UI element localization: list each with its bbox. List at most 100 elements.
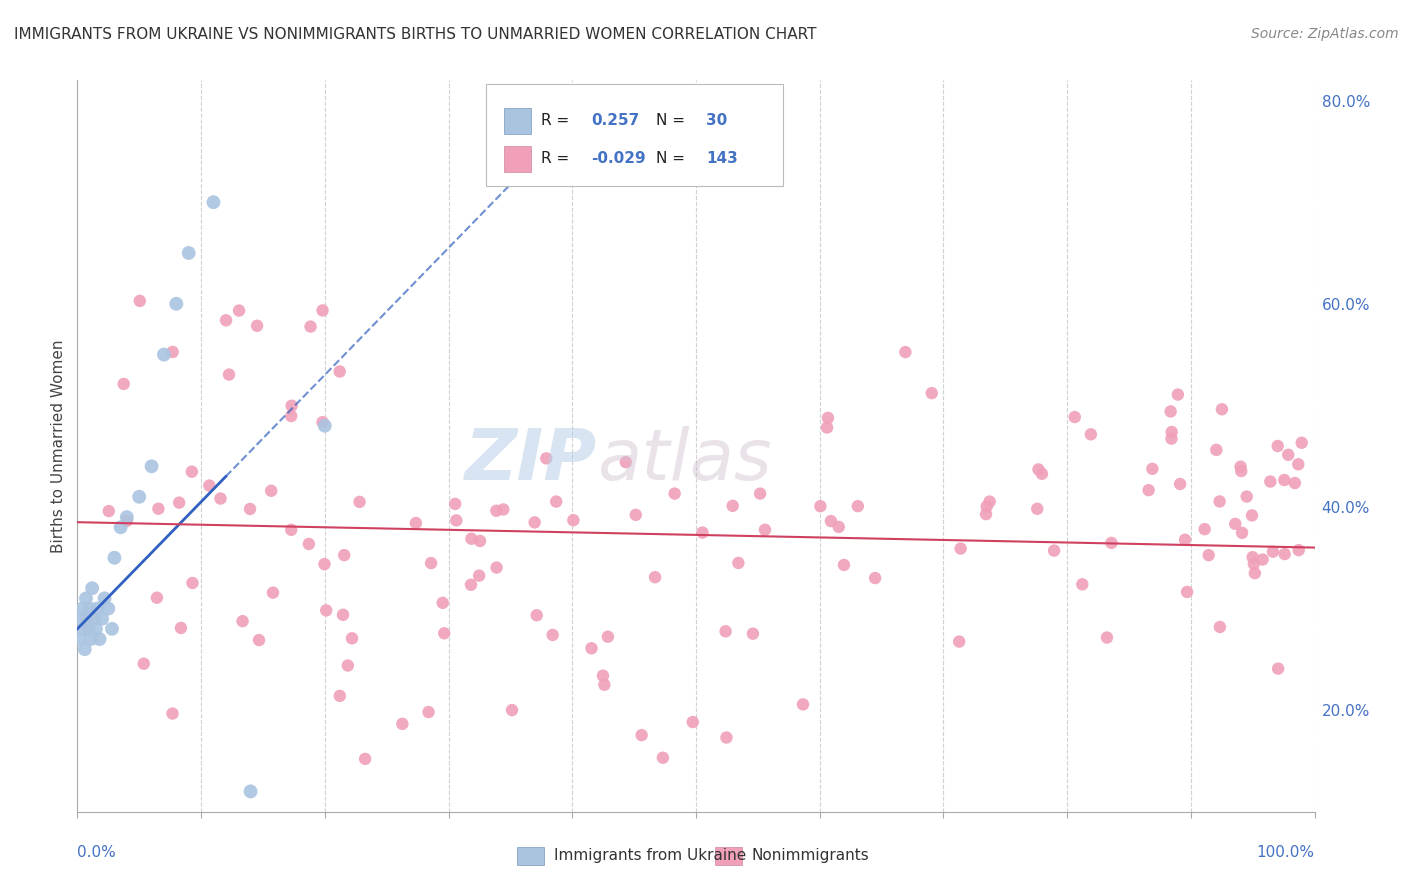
Point [828, 520, 851, 534]
Point [246, 318, 269, 333]
Point [1225, 516, 1247, 531]
Point [541, 628, 564, 642]
Point [1160, 432, 1182, 446]
Point [280, 409, 302, 423]
Point [1028, 462, 1050, 476]
Point [329, 364, 352, 378]
Point [132, 657, 155, 671]
Point [792, 698, 814, 712]
Point [808, 500, 831, 514]
Point [162, 706, 184, 721]
Point [215, 313, 238, 327]
Text: 0.0%: 0.0% [77, 845, 117, 860]
Point [165, 297, 187, 311]
Point [1071, 577, 1094, 591]
Point [1260, 475, 1282, 489]
Point [1284, 476, 1306, 491]
Point [468, 568, 491, 582]
Text: R =: R = [541, 113, 575, 128]
Point [1236, 490, 1258, 504]
Point [727, 556, 749, 570]
Point [314, 418, 336, 433]
Point [460, 532, 482, 546]
Point [682, 714, 704, 729]
Point [153, 347, 176, 362]
Point [1160, 425, 1182, 439]
Text: -0.029: -0.029 [591, 152, 645, 167]
Point [1211, 402, 1233, 417]
Point [1230, 464, 1253, 478]
Point [80, 632, 103, 646]
Point [218, 368, 240, 382]
Text: R =: R = [541, 152, 575, 167]
Point [115, 514, 138, 528]
Point [1167, 387, 1189, 401]
Point [1137, 483, 1160, 498]
Point [1043, 543, 1066, 558]
Point [863, 571, 886, 585]
Point [232, 614, 254, 628]
Point [976, 500, 998, 514]
Point [101, 622, 124, 636]
Point [979, 494, 1001, 508]
Point [817, 410, 839, 425]
Point [1274, 547, 1296, 561]
Text: 0.257: 0.257 [591, 113, 640, 128]
Point [311, 303, 333, 318]
Point [644, 570, 666, 584]
Point [1243, 566, 1265, 581]
Text: ZIP: ZIP [465, 426, 598, 495]
Point [110, 520, 132, 534]
Point [1291, 435, 1313, 450]
Point [974, 507, 997, 521]
Point [340, 632, 363, 646]
Point [526, 608, 548, 623]
Point [593, 678, 616, 692]
Text: N =: N = [657, 113, 690, 128]
Point [692, 525, 714, 540]
Point [1209, 620, 1232, 634]
Text: 143: 143 [706, 152, 738, 167]
Point [69, 632, 91, 646]
Point [75, 591, 97, 606]
Point [112, 376, 135, 391]
Point [716, 731, 738, 745]
Point [170, 621, 193, 635]
Point [536, 451, 558, 466]
Point [485, 560, 508, 574]
Point [354, 752, 377, 766]
Point [949, 541, 972, 556]
Point [1063, 410, 1085, 425]
Point [433, 626, 456, 640]
Point [391, 716, 413, 731]
Bar [714, 847, 742, 865]
Point [721, 499, 744, 513]
Point [485, 504, 508, 518]
Point [501, 703, 523, 717]
Point [1229, 459, 1251, 474]
Point [93, 591, 115, 606]
Point [651, 750, 673, 764]
FancyBboxPatch shape [485, 84, 783, 186]
Text: Nonimmigrants: Nonimmigrants [752, 848, 869, 863]
Point [146, 591, 169, 605]
Point [1288, 543, 1310, 558]
Point [349, 495, 371, 509]
Point [420, 556, 443, 570]
Point [73, 642, 96, 657]
Point [298, 537, 321, 551]
Point [329, 689, 352, 703]
Point [1240, 508, 1263, 523]
Point [894, 345, 917, 359]
Point [749, 486, 772, 500]
Point [754, 523, 776, 537]
Point [280, 399, 302, 413]
Text: 30: 30 [706, 113, 727, 128]
Point [162, 345, 184, 359]
Point [84, 622, 107, 636]
Point [1198, 548, 1220, 562]
Point [1230, 525, 1253, 540]
Point [1160, 404, 1182, 418]
Point [202, 195, 225, 210]
Point [83, 612, 105, 626]
